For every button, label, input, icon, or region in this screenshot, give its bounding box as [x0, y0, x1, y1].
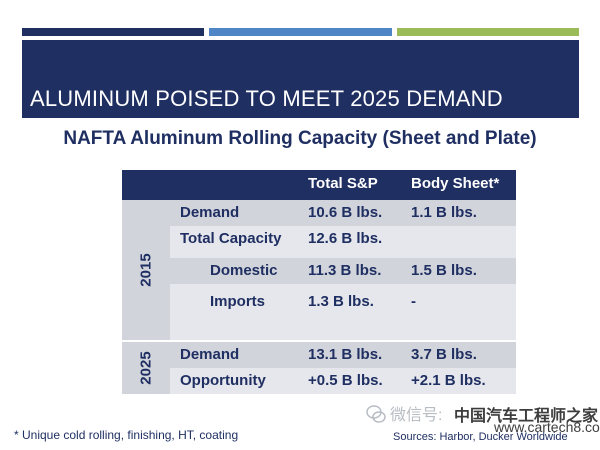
total-sp-value: 10.6 B lbs.	[308, 204, 383, 221]
row-label: Demand	[180, 346, 240, 363]
wechat-icon	[366, 405, 386, 423]
header-body-sheet: Body Sheet*	[411, 175, 500, 192]
total-sp-value: 12.6 B lbs.	[308, 230, 383, 247]
table-row: Opportunity +0.5 B lbs. +2.1 B lbs.	[170, 368, 516, 394]
table-header: Total S&P Body Sheet*	[122, 170, 516, 200]
total-sp-value: 1.3 B lbs.	[308, 293, 374, 310]
title-band: ALUMINUM POISED TO MEET 2025 DEMAND	[22, 40, 579, 118]
footnote: * Unique cold rolling, finishing, HT, co…	[14, 428, 239, 442]
body-sheet-value: 1.1 B lbs.	[411, 204, 477, 221]
year-label: 2015	[137, 253, 155, 287]
table-row: Demand 13.1 B lbs. 3.7 B lbs.	[170, 342, 516, 368]
year-group-2015: 2015 Demand 10.6 B lbs. 1.1 B lbs. Total…	[122, 200, 516, 340]
accent-bar-blue	[209, 28, 392, 36]
table-row: Imports 1.3 B lbs. -	[170, 289, 516, 315]
row-label: Demand	[180, 204, 240, 221]
row-label: Imports	[210, 293, 266, 310]
row-label: Total Capacity	[180, 230, 282, 247]
slide-subtitle: NAFTA Aluminum Rolling Capacity (Sheet a…	[63, 128, 537, 149]
row-label: Domestic	[210, 262, 278, 279]
body-sheet-value: +2.1 B lbs.	[411, 372, 486, 389]
year-group-2025: 2025 Demand 13.1 B lbs. 3.7 B lbs. Oppor…	[122, 342, 516, 394]
year-label-cell: 2015	[122, 200, 170, 340]
watermark-site: www.cartech8.com	[494, 419, 600, 435]
body-sheet-value: 1.5 B lbs.	[411, 262, 477, 279]
accent-bar-navy	[22, 28, 204, 36]
table-row: Total Capacity 12.6 B lbs.	[170, 226, 516, 252]
accent-bar-green	[397, 28, 579, 36]
table-row: Domestic 11.3 B lbs. 1.5 B lbs.	[170, 258, 516, 284]
total-sp-value: 13.1 B lbs.	[308, 346, 383, 363]
body-sheet-value: -	[411, 293, 416, 310]
body-sheet-value: 3.7 B lbs.	[411, 346, 477, 363]
row-label: Opportunity	[180, 372, 266, 389]
year-label: 2025	[137, 351, 155, 385]
total-sp-value: +0.5 B lbs.	[308, 372, 383, 389]
total-sp-value: 11.3 B lbs.	[308, 262, 382, 279]
year-label-cell: 2025	[122, 342, 170, 394]
watermark-brand: 中国汽车工程师之家	[454, 408, 599, 425]
slide-title: ALUMINUM POISED TO MEET 2025 DEMAND	[30, 86, 503, 111]
source-citation: Sources: Harbor, Ducker Worldwide	[393, 431, 568, 443]
header-total-sp: Total S&P	[308, 175, 378, 192]
table-row: Demand 10.6 B lbs. 1.1 B lbs.	[170, 200, 516, 226]
watermark-text: 微信号:	[390, 407, 443, 424]
